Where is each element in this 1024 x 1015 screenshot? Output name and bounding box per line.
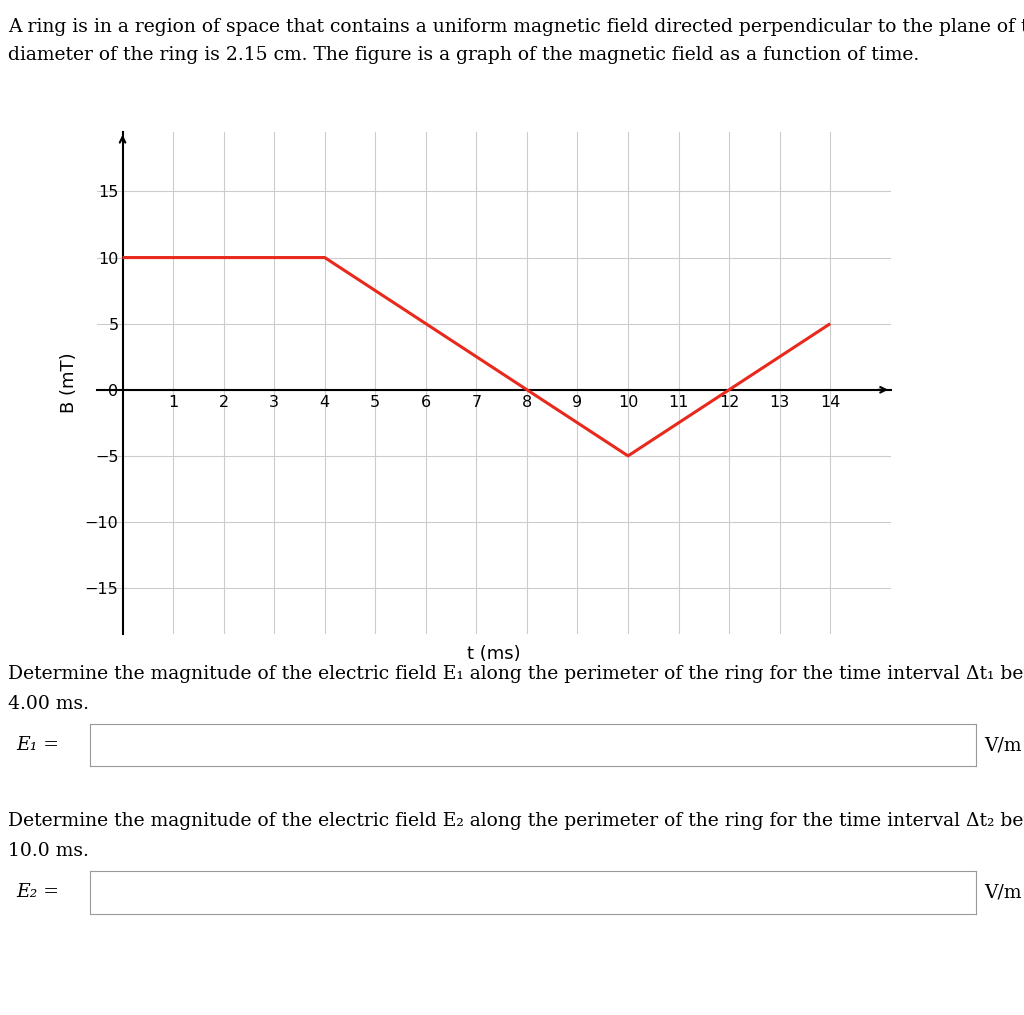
Text: A ring is in a region of space that contains a uniform magnetic field directed p: A ring is in a region of space that cont… [8,18,1024,37]
Text: Determine the magnitude of the electric field E₂ along the perimeter of the ring: Determine the magnitude of the electric … [8,812,1024,830]
Y-axis label: B (mT): B (mT) [59,353,78,413]
Text: t (ms): t (ms) [467,645,521,663]
Text: E₂ =: E₂ = [16,883,59,901]
Text: V/m: V/m [984,883,1022,901]
Text: diameter of the ring is 2.15 cm. The figure is a graph of the magnetic field as : diameter of the ring is 2.15 cm. The fig… [8,46,920,64]
Text: 10.0 ms.: 10.0 ms. [8,842,89,861]
Text: 4.00 ms.: 4.00 ms. [8,695,89,714]
Text: Determine the magnitude of the electric field E₁ along the perimeter of the ring: Determine the magnitude of the electric … [8,665,1024,683]
Text: V/m: V/m [984,736,1022,754]
Text: E₁ =: E₁ = [16,736,59,754]
